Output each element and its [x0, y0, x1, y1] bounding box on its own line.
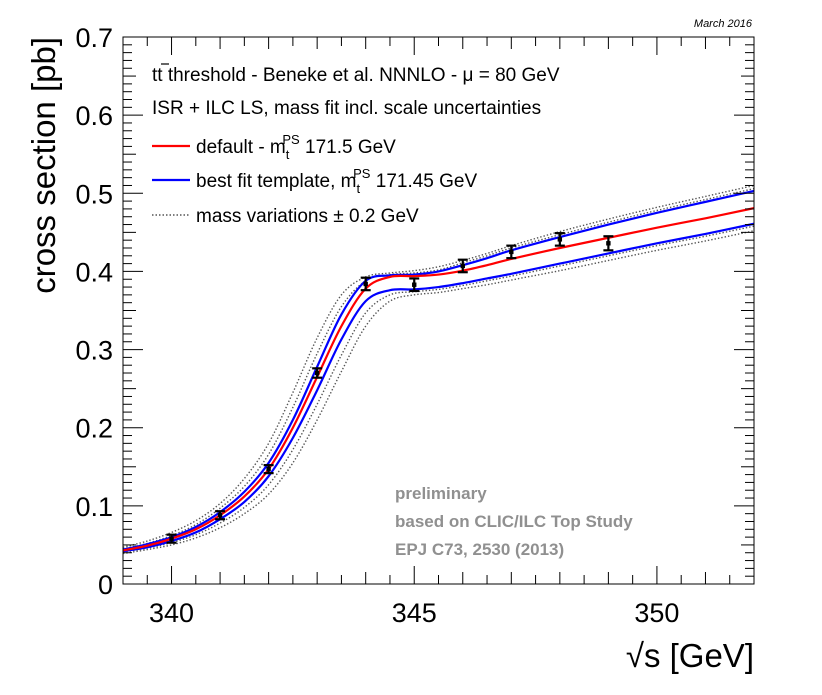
y-tick-label: 0.7 — [75, 23, 113, 53]
y-tick-label: 0.1 — [75, 492, 113, 522]
point-marker — [509, 249, 514, 255]
legend-title-line1: tt threshold - Beneke et al. NNNLO - μ =… — [152, 65, 560, 86]
series-layer — [122, 184, 755, 555]
data-point — [603, 235, 614, 252]
point-marker — [217, 513, 223, 518]
point-marker — [557, 237, 563, 242]
annotation-study: based on CLIC/ILC Top Study — [395, 512, 633, 531]
data-point — [506, 244, 517, 260]
header-note: March 2016 — [694, 18, 753, 30]
series-line-mass-variation-2 — [122, 187, 755, 550]
point-marker — [314, 370, 320, 376]
legend-entry-default: default - mtPS 171.5 GeV — [152, 132, 396, 162]
x-axis-label-main: s [GeV] — [644, 637, 754, 674]
series-line-mass-variation-4 — [122, 230, 755, 555]
legend-label-mass-variations: mass variations ± 0.2 GeV — [196, 206, 419, 227]
data-point — [215, 510, 226, 521]
y-tick-label: 0.5 — [75, 179, 113, 209]
data-point — [409, 277, 420, 293]
x-tick-label: 345 — [392, 598, 437, 628]
legend-default-sup: PS — [282, 132, 300, 147]
axis-ticks: 340 345 350 0 0.1 0.2 0.3 0.4 0.5 0.6 0.7 — [75, 23, 755, 628]
x-tick-label: 340 — [149, 598, 194, 628]
x-axis-label: √s [GeV] — [626, 637, 754, 674]
legend-label-bestfit: best fit template, mtPS 171.45 GeV — [196, 166, 478, 196]
data-point — [263, 464, 274, 475]
legend-entry-mass-variations: mass variations ± 0.2 GeV — [152, 206, 419, 227]
data-point — [457, 258, 468, 274]
y-tick-label: 0.2 — [75, 414, 113, 444]
series-line-mass-variation-1 — [122, 184, 755, 548]
series-line-best-fit-lower — [122, 222, 755, 553]
legend-entry-bestfit: best fit template, mtPS 171.45 GeV — [152, 166, 478, 196]
series-line-best-fit-upper — [122, 189, 755, 551]
data-point — [360, 276, 371, 292]
data-point — [166, 533, 177, 544]
data-points-layer — [166, 232, 614, 544]
legend-bestfit-sup: PS — [353, 166, 371, 181]
annotation-preliminary: preliminary — [395, 484, 487, 503]
point-marker — [606, 241, 611, 246]
y-tick-label: 0.3 — [75, 336, 113, 366]
legend-title-line2: ISR + ILC LS, mass fit incl. scale uncer… — [152, 98, 541, 119]
series-line-mass-variation-3 — [122, 225, 755, 553]
y-tick-label: 0 — [98, 570, 113, 600]
point-marker — [460, 263, 465, 269]
point-marker — [266, 466, 271, 472]
series-line-default — [122, 207, 755, 552]
point-marker — [169, 536, 174, 541]
y-axis-label: cross section [pb] — [25, 37, 62, 294]
x-axis-label-sqrt: √ — [626, 637, 645, 674]
annotation-reference: EPJ C73, 2530 (2013) — [395, 540, 564, 559]
legend-default-sub: t — [286, 147, 290, 162]
legend-label-default: default - mtPS 171.5 GeV — [196, 132, 396, 162]
y-tick-label: 0.4 — [75, 257, 113, 287]
y-tick-label: 0.6 — [75, 101, 113, 131]
legend-bestfit-sub: t — [357, 181, 361, 196]
x-tick-label: 350 — [634, 598, 679, 628]
point-marker — [412, 282, 417, 287]
point-marker — [363, 281, 368, 287]
data-point — [312, 367, 323, 379]
data-point — [554, 232, 565, 247]
